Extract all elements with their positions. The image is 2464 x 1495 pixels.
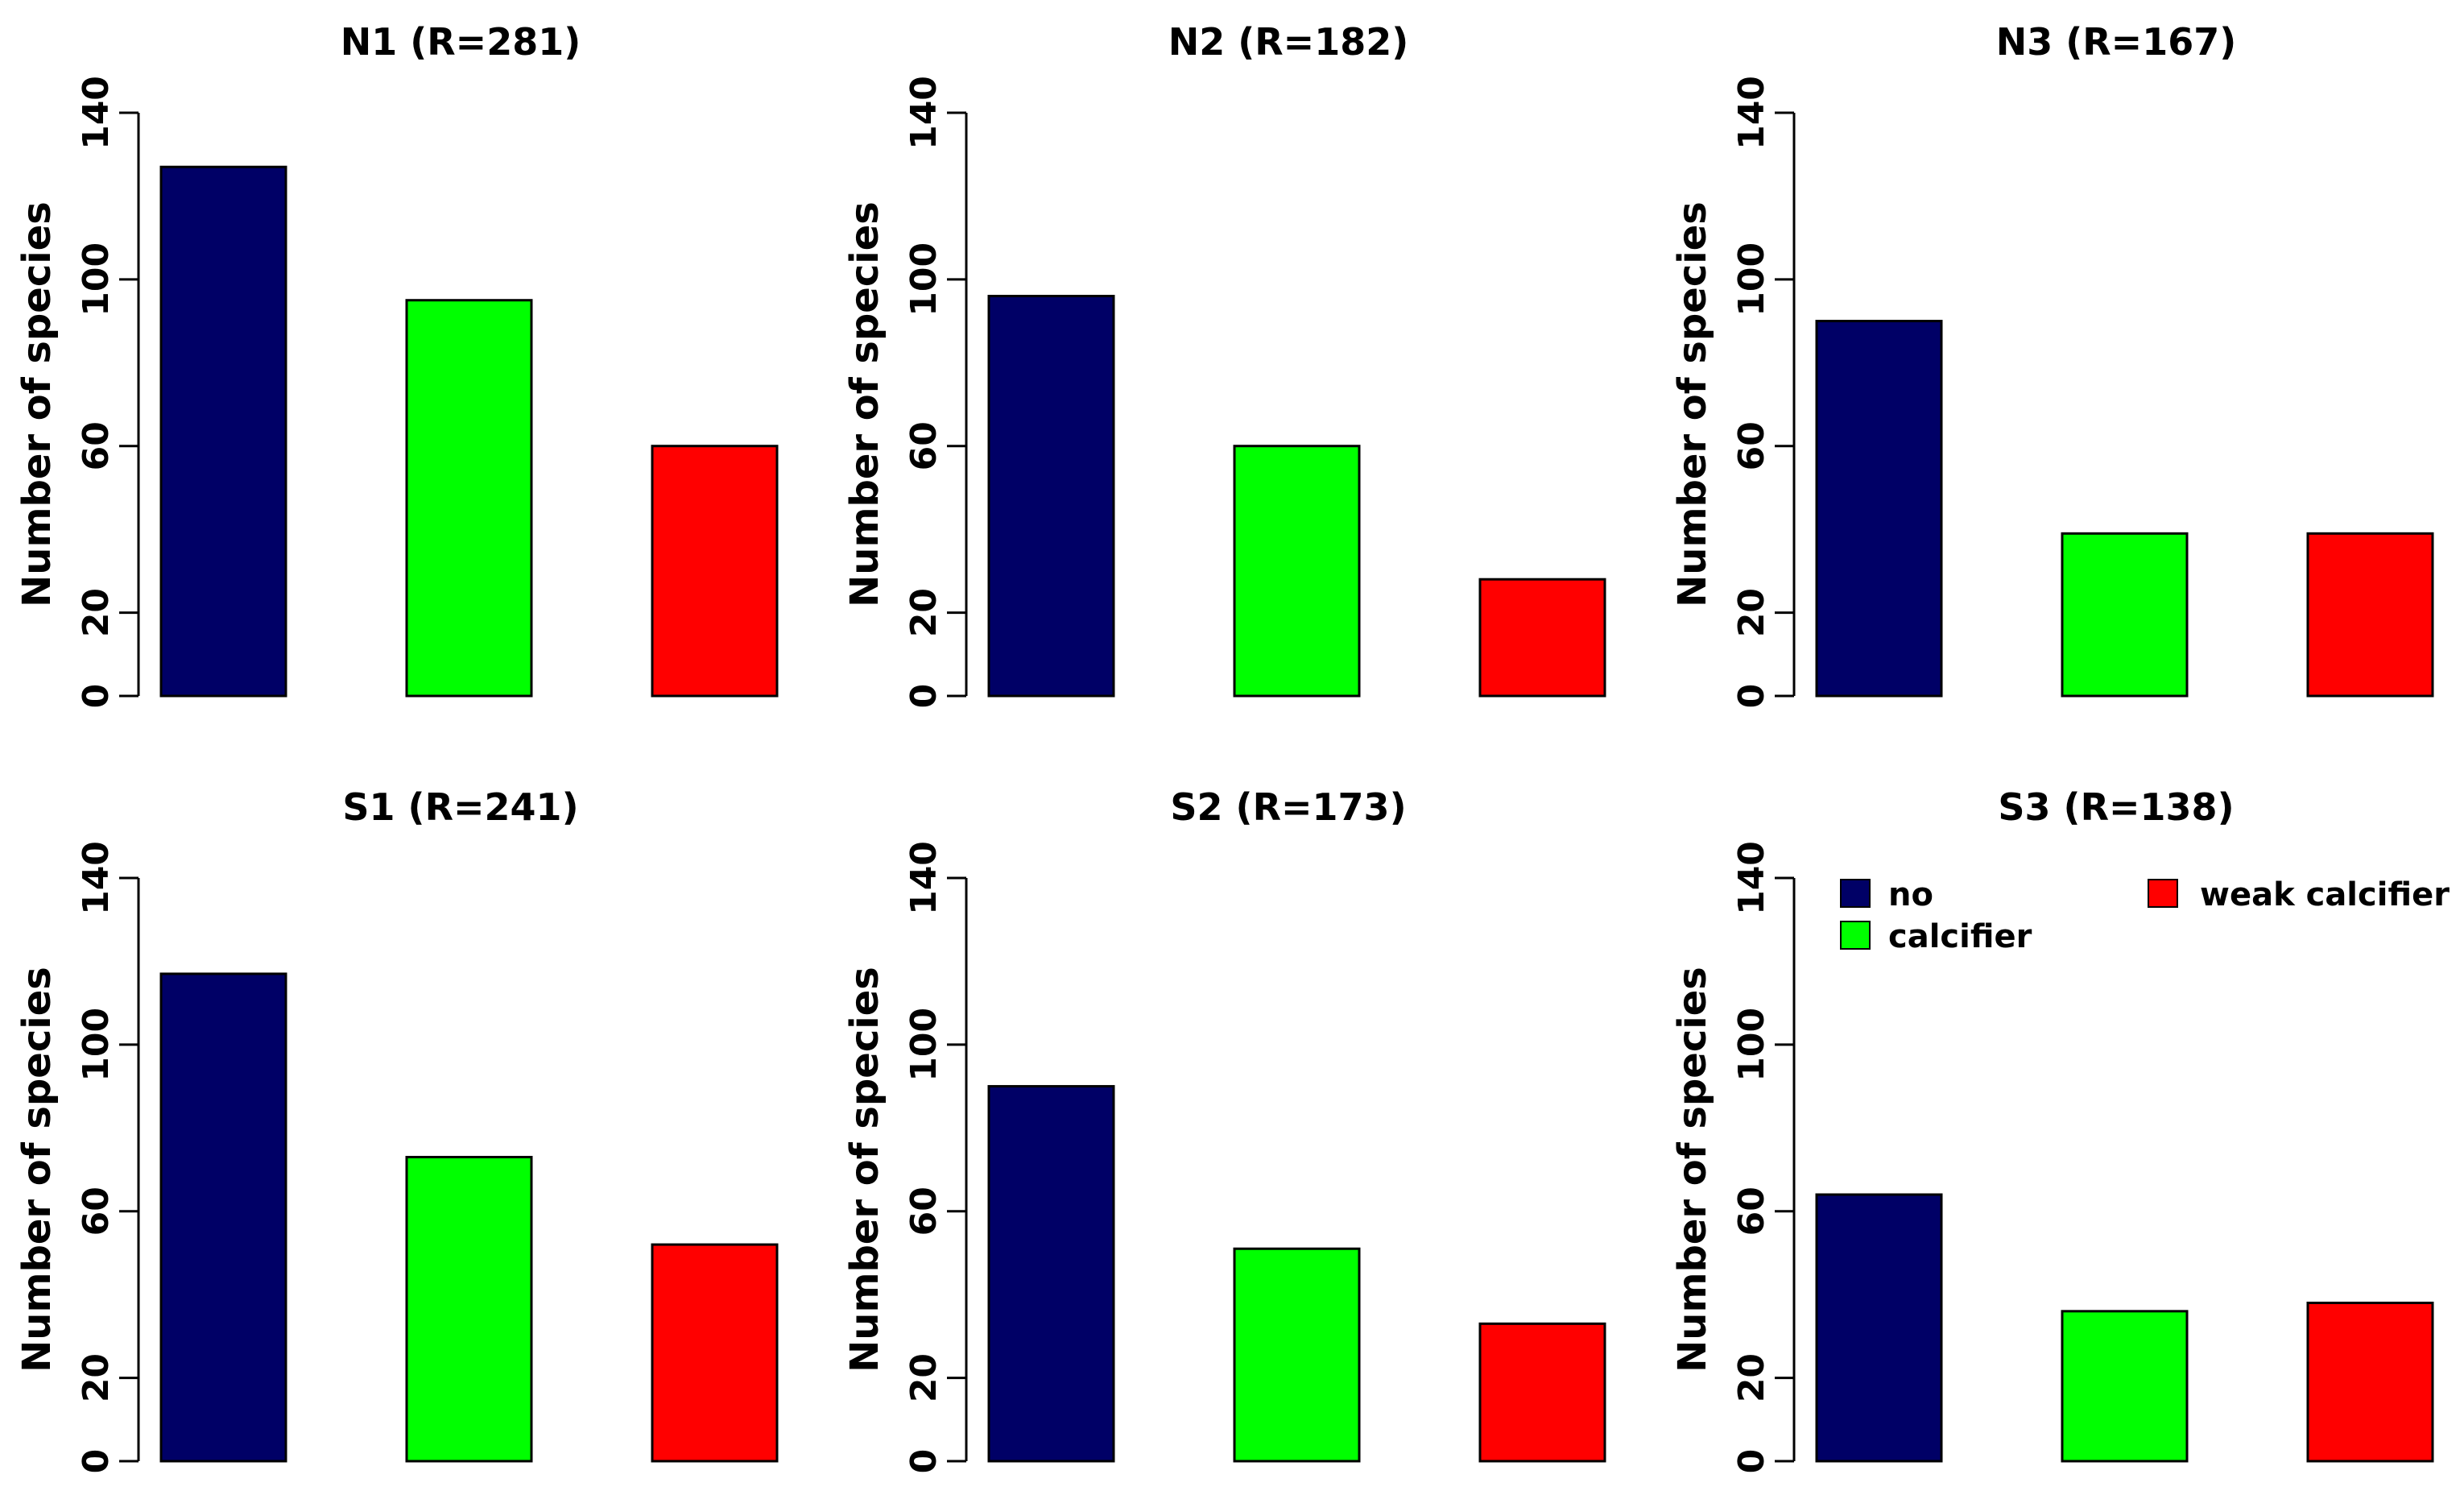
bar-calcifier: [2061, 532, 2189, 698]
bar-weak-calcifier: [651, 445, 779, 698]
bar-no: [987, 295, 1115, 698]
y-axis-title: Number of species: [14, 201, 60, 607]
y-tick-label: 0: [903, 684, 945, 709]
y-tick-label: 20: [76, 1353, 117, 1402]
panel-1: N1 (R=281) 0 20 60 100 140 Number of species: [14, 20, 779, 709]
legend-swatch-weak-calcifier: [2148, 879, 2178, 908]
bar-weak-calcifier: [1478, 1322, 1606, 1463]
panel-3: N3 (R=167) 0 20 60 100 140 Number of species: [1670, 20, 2434, 709]
y-tick-label: 60: [76, 421, 117, 470]
y-tick-label: 0: [1731, 1449, 1772, 1474]
panel-5: S2 (R=173) 0 20 60 100 140 Number of species: [842, 785, 1606, 1474]
y-axis-title: Number of species: [842, 967, 887, 1373]
legend: no calcifier weak calcifier: [1840, 876, 2450, 955]
y-tick-label: 20: [903, 588, 945, 637]
bar-weak-calcifier: [2306, 532, 2434, 698]
y-tick-label: 0: [76, 1449, 117, 1474]
legend-label-calcifier: calcifier: [1888, 918, 2032, 955]
y-tick-label: 60: [1731, 1186, 1772, 1236]
panel-6: S3 (R=138) 0 20 60 100 140 Number of species no…: [1670, 785, 2450, 1473]
y-tick-label: 20: [1731, 588, 1772, 637]
y-tick-label: 140: [76, 76, 117, 150]
panel-2: N2 (R=182) 0 20 60 100 140 Number of species: [842, 20, 1606, 709]
y-tick-label: 140: [1731, 76, 1772, 150]
legend-swatch-no: [1840, 879, 1871, 908]
bar-weak-calcifier: [651, 1243, 779, 1463]
bar-calcifier: [405, 299, 533, 698]
bar-calcifier: [405, 1155, 533, 1463]
legend-label-no: no: [1888, 876, 1933, 913]
bar-calcifier: [1233, 445, 1361, 698]
y-tick-label: 20: [1731, 1353, 1772, 1402]
y-axis-title: Number of species: [1670, 967, 1715, 1373]
bar-no: [1815, 1193, 1943, 1463]
bar-weak-calcifier: [1478, 578, 1606, 698]
y-tick-label: 60: [76, 1186, 117, 1236]
y-tick-label: 140: [903, 841, 945, 915]
y-tick-label: 100: [903, 242, 945, 317]
legend-label-weak-calcifier: weak calcifier: [2200, 876, 2450, 913]
y-axis-title: Number of species: [14, 967, 60, 1373]
panel-title: N2 (R=182): [1168, 20, 1409, 64]
bar-no: [159, 165, 287, 698]
y-tick-label: 60: [1731, 421, 1772, 470]
bar-calcifier: [2061, 1310, 2189, 1463]
y-tick-label: 100: [76, 1008, 117, 1082]
y-tick-label: 0: [1731, 684, 1772, 709]
y-tick-label: 100: [1731, 1008, 1772, 1082]
panel-title: S1 (R=241): [342, 785, 578, 829]
y-tick-label: 60: [903, 1186, 945, 1236]
y-tick-label: 140: [903, 76, 945, 150]
panel-title: N3 (R=167): [1996, 20, 2237, 64]
y-tick-label: 100: [1731, 242, 1772, 317]
panel-4: S1 (R=241) 0 20 60 100 140 Number of species: [14, 785, 779, 1474]
y-tick-label: 60: [903, 421, 945, 470]
y-tick-label: 140: [76, 841, 117, 915]
panel-title: S3 (R=138): [1998, 785, 2234, 829]
panel-title: N1 (R=281): [341, 20, 581, 64]
bar-calcifier: [1233, 1247, 1361, 1463]
y-tick-label: 140: [1731, 841, 1772, 915]
y-tick-label: 0: [76, 684, 117, 709]
panel-title: S2 (R=173): [1170, 785, 1406, 829]
bar-no: [1815, 320, 1943, 698]
y-tick-label: 100: [903, 1008, 945, 1082]
y-tick-label: 100: [76, 242, 117, 317]
y-tick-label: 20: [76, 588, 117, 637]
y-tick-label: 20: [903, 1353, 945, 1402]
y-tick-label: 0: [903, 1449, 945, 1474]
bar-no: [159, 972, 287, 1463]
legend-swatch-calcifier: [1840, 921, 1871, 950]
bar-weak-calcifier: [2306, 1301, 2434, 1463]
bar-no: [987, 1085, 1115, 1463]
y-axis-title: Number of species: [842, 201, 887, 607]
y-axis-title: Number of species: [1670, 201, 1715, 607]
